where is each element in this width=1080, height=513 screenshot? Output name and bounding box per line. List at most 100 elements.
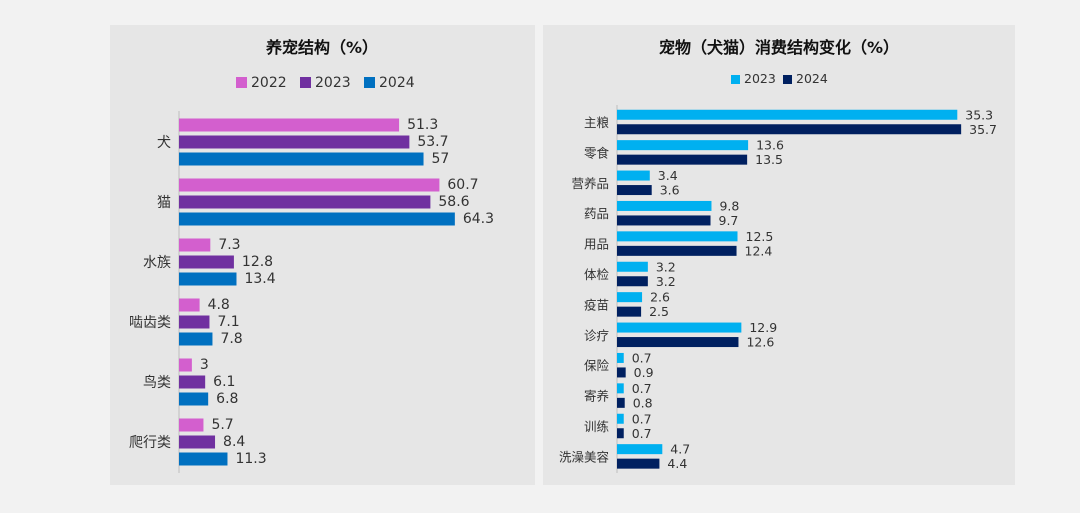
- data-label: 7.1: [217, 314, 239, 330]
- category-label: 疫苗: [584, 297, 609, 312]
- data-label: 7.8: [220, 331, 242, 347]
- bar: [617, 322, 742, 333]
- data-label: 5.7: [211, 417, 233, 433]
- bar: [617, 261, 648, 272]
- bar: [617, 428, 624, 439]
- bar: [617, 140, 749, 151]
- legend-label: 2023: [315, 75, 351, 91]
- data-label: 0.7: [632, 350, 652, 365]
- bar: [617, 215, 711, 226]
- bar: [179, 392, 209, 406]
- category-label: 猫: [157, 195, 171, 211]
- category-label: 洗澡美容: [559, 449, 609, 464]
- legend-label: 2024: [796, 71, 828, 86]
- data-label: 8.4: [223, 434, 245, 450]
- bar: [179, 332, 213, 346]
- category-label: 训练: [584, 419, 610, 434]
- data-label: 0.9: [634, 365, 654, 380]
- category-label: 零食: [584, 145, 610, 160]
- data-label: 13.4: [244, 271, 275, 287]
- category-label: 药品: [584, 206, 609, 221]
- data-label: 6.1: [213, 374, 235, 390]
- bar: [179, 195, 431, 209]
- category-label: 鸟类: [143, 375, 171, 391]
- category-label: 犬: [157, 135, 171, 151]
- data-label: 3.2: [656, 259, 676, 274]
- bar: [179, 212, 455, 226]
- pet-structure-svg: 养宠结构（%） 2022 2023 2024 犬 51.353.757 猫 60.758.6…: [129, 38, 494, 473]
- data-label: 4.4: [667, 456, 687, 471]
- pet-structure-chart: 养宠结构（%） 2022 2023 2024 犬 51.3 53.7 57 猫 60.7 58.6…: [110, 25, 535, 485]
- data-label: 51.3: [407, 117, 438, 133]
- category-label: 诊疗: [584, 328, 609, 343]
- data-label: 11.3: [235, 451, 266, 467]
- data-label: 12.4: [745, 243, 773, 258]
- data-label: 3.6: [660, 183, 680, 198]
- chart-title: 养宠结构（%）: [265, 38, 378, 57]
- category-label: 主粮: [584, 115, 610, 130]
- bar: [179, 238, 211, 252]
- data-label: 2.6: [650, 290, 670, 305]
- bar: [179, 298, 200, 312]
- bar: [179, 272, 237, 286]
- bar: [179, 418, 204, 432]
- data-label: 53.7: [417, 134, 448, 150]
- bar: [617, 444, 663, 455]
- legend-swatch: [236, 77, 247, 88]
- data-label: 64.3: [463, 211, 494, 227]
- data-label: 35.3: [965, 107, 993, 122]
- bar: [617, 245, 737, 256]
- legend-swatch: [364, 77, 375, 88]
- data-label: 0.7: [632, 381, 652, 396]
- bar: [617, 170, 650, 181]
- consumption-structure-chart: 宠物（犬猫）消费结构变化（%） 2023 2024 主粮 35.3 35.7 零食 13.6…: [543, 25, 1015, 485]
- bar: [179, 452, 228, 466]
- data-label: 0.7: [632, 426, 652, 441]
- category-label: 啮齿类: [129, 315, 171, 331]
- category-label: 用品: [584, 237, 609, 252]
- bar: [179, 118, 400, 132]
- data-label: 3.2: [656, 274, 676, 289]
- bar: [617, 231, 738, 242]
- data-label: 4.8: [208, 297, 230, 313]
- legend-swatch: [300, 77, 311, 88]
- data-label: 60.7: [447, 177, 478, 193]
- data-label: 35.7: [969, 122, 997, 137]
- bar: [617, 292, 643, 303]
- category-label: 寄养: [584, 389, 609, 404]
- legend-swatch: [783, 75, 792, 84]
- bar: [617, 185, 652, 196]
- category-label: 水族: [143, 255, 171, 271]
- category-label: 爬行类: [129, 435, 171, 451]
- bar: [617, 154, 748, 165]
- category-label: 体检: [584, 267, 610, 282]
- data-label: 9.7: [719, 213, 739, 228]
- legend-label: 2024: [379, 75, 415, 91]
- bar: [617, 397, 625, 408]
- bar: [617, 276, 648, 287]
- bar: [179, 152, 424, 166]
- bar: [179, 315, 210, 329]
- data-label: 4.7: [670, 442, 690, 457]
- data-label: 0.7: [632, 411, 652, 426]
- bar: [617, 367, 626, 378]
- consumption-structure-svg: 宠物（犬猫）消费结构变化（%） 2023 2024 主粮 35.335.7 零食 13.6…: [559, 38, 997, 473]
- data-label: 9.8: [719, 198, 739, 213]
- bar: [617, 109, 958, 120]
- data-label: 7.3: [218, 237, 240, 253]
- bar: [179, 435, 216, 449]
- data-label: 12.6: [746, 335, 774, 350]
- bar: [617, 337, 739, 348]
- data-label: 57: [432, 151, 450, 167]
- data-label: 3: [200, 357, 209, 373]
- bar: [617, 200, 712, 211]
- bar: [179, 135, 410, 149]
- data-label: 13.5: [755, 152, 783, 167]
- bar: [179, 375, 206, 389]
- data-label: 0.8: [633, 395, 653, 410]
- data-label: 12.9: [749, 320, 777, 335]
- data-label: 3.4: [658, 168, 678, 183]
- bar: [617, 413, 624, 424]
- data-label: 2.5: [649, 304, 669, 319]
- bar: [617, 124, 962, 135]
